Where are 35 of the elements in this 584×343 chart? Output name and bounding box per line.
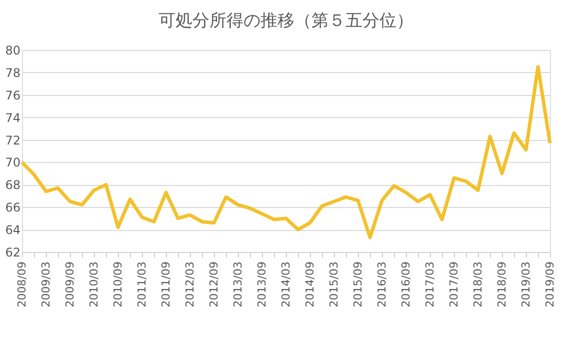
x-tick-label: 2011/03: [136, 262, 148, 308]
x-tick-label: 2008/09: [16, 262, 28, 308]
y-tick-label: 76: [5, 88, 20, 102]
x-tick-label: 2015/03: [328, 262, 340, 308]
y-tick-label: 72: [5, 133, 20, 148]
line-series: [20, 65, 552, 240]
x-tick-label: 2014/09: [304, 262, 316, 308]
x-tick-label: 2019/03: [520, 262, 532, 308]
x-tick-label: 2017/09: [448, 262, 460, 308]
x-tick-label: 2014/03: [280, 262, 292, 308]
x-tick-label: 2016/03: [376, 262, 388, 308]
x-tick-label: 2017/03: [424, 262, 436, 308]
y-tick-label: 80: [5, 44, 20, 58]
y-tick-label: 70: [5, 156, 20, 170]
y-tick-label: 74: [5, 110, 20, 125]
y-tick-label: 78: [5, 66, 20, 80]
x-tick-label: 2012/03: [184, 262, 196, 308]
x-tick-label: 2011/09: [160, 262, 172, 308]
x-tick-label: 2010/09: [112, 262, 124, 308]
x-tick-label: 2016/09: [400, 262, 412, 308]
x-tick-label: 2009/09: [64, 262, 76, 308]
y-tick-label: 64: [5, 223, 20, 238]
x-tick-label: 2013/03: [232, 262, 244, 308]
y-tick-label: 66: [5, 200, 20, 215]
chart-title: 可処分所得の推移（第５五分位）: [158, 11, 414, 31]
x-tick-label: 2019/09: [544, 262, 556, 308]
x-tick-label: 2010/03: [88, 262, 100, 308]
x-tick-label: 2015/09: [352, 262, 364, 308]
x-tick-label: 2013/09: [256, 262, 268, 308]
x-tick-label: 2012/09: [208, 262, 220, 308]
y-tick-label: 68: [5, 178, 20, 192]
x-tick-label: 2009/03: [40, 262, 52, 308]
x-tick-label: 2018/03: [472, 262, 484, 308]
x-tick-label: 2018/09: [496, 262, 508, 308]
y-tick-label: 62: [5, 246, 20, 260]
